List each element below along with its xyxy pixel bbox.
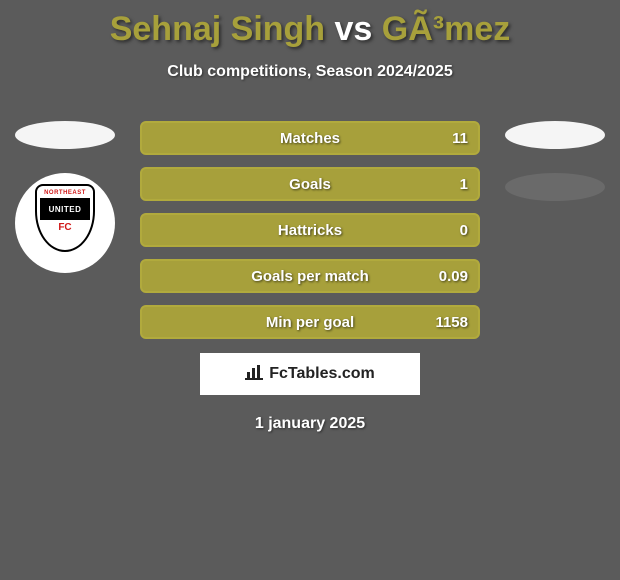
stat-value: 0.09 [439,268,468,285]
stat-row-min-per-goal: Min per goal 1158 [140,305,480,339]
player1-club-badge: NORTHEAST UNITED FC [15,173,115,273]
stat-label: Goals per match [251,268,369,285]
chart-icon [245,364,263,385]
stat-row-matches: Matches 11 [140,121,480,155]
stat-row-goals-per-match: Goals per match 0.09 [140,259,480,293]
stat-label: Min per goal [266,314,354,331]
player1-placeholder-ellipse [15,121,115,149]
subtitle: Club competitions, Season 2024/2025 [0,63,620,81]
stat-value: 11 [452,130,468,147]
badge-shield: NORTHEAST UNITED FC [35,184,95,252]
stat-label: Goals [289,176,331,193]
branding-text: FcTables.com [269,365,375,383]
stat-row-hattricks: Hattricks 0 [140,213,480,247]
badge-mid-text: UNITED [40,198,90,220]
right-column [500,121,610,225]
comparison-title: Sehnaj Singh vs GÃ³mez [0,0,620,49]
player2-placeholder-ellipse [505,121,605,149]
stat-label: Matches [280,130,340,147]
stat-label: Hattricks [278,222,342,239]
stat-value: 1 [460,176,468,193]
player2-name: GÃ³mez [382,10,510,48]
content-area: NORTHEAST UNITED FC Matches 11 Goals 1 H… [0,121,620,433]
badge-inner: NORTHEAST UNITED FC [30,184,100,262]
left-column: NORTHEAST UNITED FC [10,121,120,273]
date-text: 1 january 2025 [0,415,620,433]
stat-value: 0 [460,222,468,239]
badge-bot-text: FC [58,222,71,233]
stat-value: 1158 [435,314,468,331]
player2-club-placeholder [505,173,605,201]
player1-name: Sehnaj Singh [110,10,325,48]
vs-text: vs [325,10,382,48]
stats-table: Matches 11 Goals 1 Hattricks 0 Goals per… [140,121,480,339]
stat-row-goals: Goals 1 [140,167,480,201]
branding-box: FcTables.com [200,353,420,395]
badge-top-text: NORTHEAST [44,190,86,196]
